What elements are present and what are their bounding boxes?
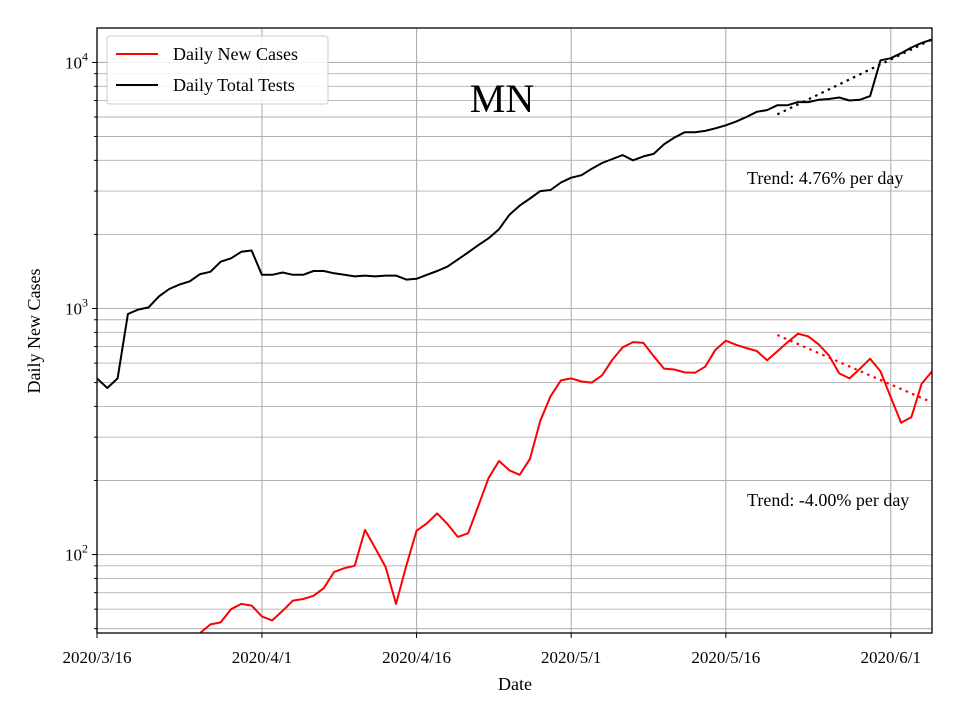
chart-title: MN <box>470 76 534 121</box>
series-line-daily-new-cases <box>199 332 932 633</box>
plot-frame <box>96 27 933 634</box>
x-ticks: 2020/3/16 2020/4/1 2020/4/16 2020/5/1 2020/5… <box>63 633 921 667</box>
y-tick-label: 102 <box>65 542 88 565</box>
legend-box <box>106 35 329 105</box>
trend-labels: Trend: 4.76% per day Trend: -4.00% per d… <box>747 168 909 510</box>
series-lines <box>97 38 932 633</box>
legend-label-daily-total-tests: Daily Total Tests <box>173 75 295 95</box>
y-tick-base: 10 <box>65 299 82 318</box>
legend-label-daily-new-cases: Daily New Cases <box>173 44 298 64</box>
y-tick-exponent: 3 <box>82 295 88 309</box>
trend-label-tests: Trend: 4.76% per day <box>747 168 903 188</box>
trend-line <box>776 38 932 116</box>
y-tick-base: 10 <box>65 546 82 565</box>
legend: Daily New Cases Daily Total Tests <box>106 35 329 105</box>
y-tick-exponent: 4 <box>82 49 88 63</box>
x-axis-label: Date <box>498 674 532 694</box>
series-line-daily-total-tests <box>97 38 932 389</box>
y-tick-label: 103 <box>65 295 88 318</box>
trend-line <box>776 334 932 404</box>
y-tick-exponent: 2 <box>82 542 88 556</box>
x-tick-label: 2020/4/1 <box>232 648 292 667</box>
trend-label-cases: Trend: -4.00% per day <box>747 490 909 510</box>
x-tick-label: 2020/4/16 <box>382 648 451 667</box>
y-axis-label: Daily New Cases <box>24 269 44 394</box>
x-tick-label: 2020/5/16 <box>691 648 760 667</box>
x-tick-label: 2020/5/1 <box>541 648 601 667</box>
y-tick-label: 104 <box>65 49 88 72</box>
x-tick-label: 2020/6/1 <box>861 648 921 667</box>
y-tick-base: 10 <box>65 53 82 72</box>
x-tick-label: 2020/3/16 <box>63 648 132 667</box>
trend-lines <box>776 38 932 404</box>
